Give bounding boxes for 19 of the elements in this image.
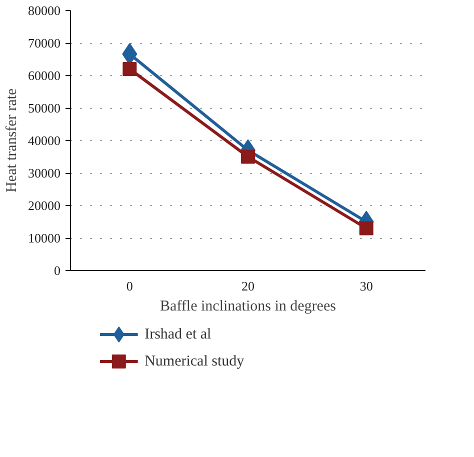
- y-tick-label: 70000: [28, 36, 60, 50]
- legend-label: Irshad et al: [144, 326, 212, 342]
- y-axis-title: Heat transfer rate: [4, 88, 20, 193]
- x-tick-label: 30: [360, 278, 373, 294]
- x-tick-label: 20: [242, 278, 254, 294]
- point: [241, 150, 255, 164]
- x-axis-title: Baffle inclinations in degrees: [160, 298, 336, 314]
- y-tick-label: 50000: [28, 100, 60, 116]
- point: [359, 221, 374, 236]
- y-tick-label: 80000: [28, 3, 60, 18]
- point: [122, 62, 137, 76]
- y-tick-label: 30000: [28, 166, 60, 180]
- y-tick-label: 0: [54, 263, 60, 278]
- y-tick-label: 40000: [28, 133, 60, 148]
- y-tick-label: 60000: [28, 68, 60, 83]
- y-tick-label: 20000: [28, 198, 60, 213]
- legend-label: Numerical study: [144, 354, 245, 370]
- x-tick-label: 0: [126, 278, 133, 294]
- y-tick-label: 10000: [28, 230, 60, 246]
